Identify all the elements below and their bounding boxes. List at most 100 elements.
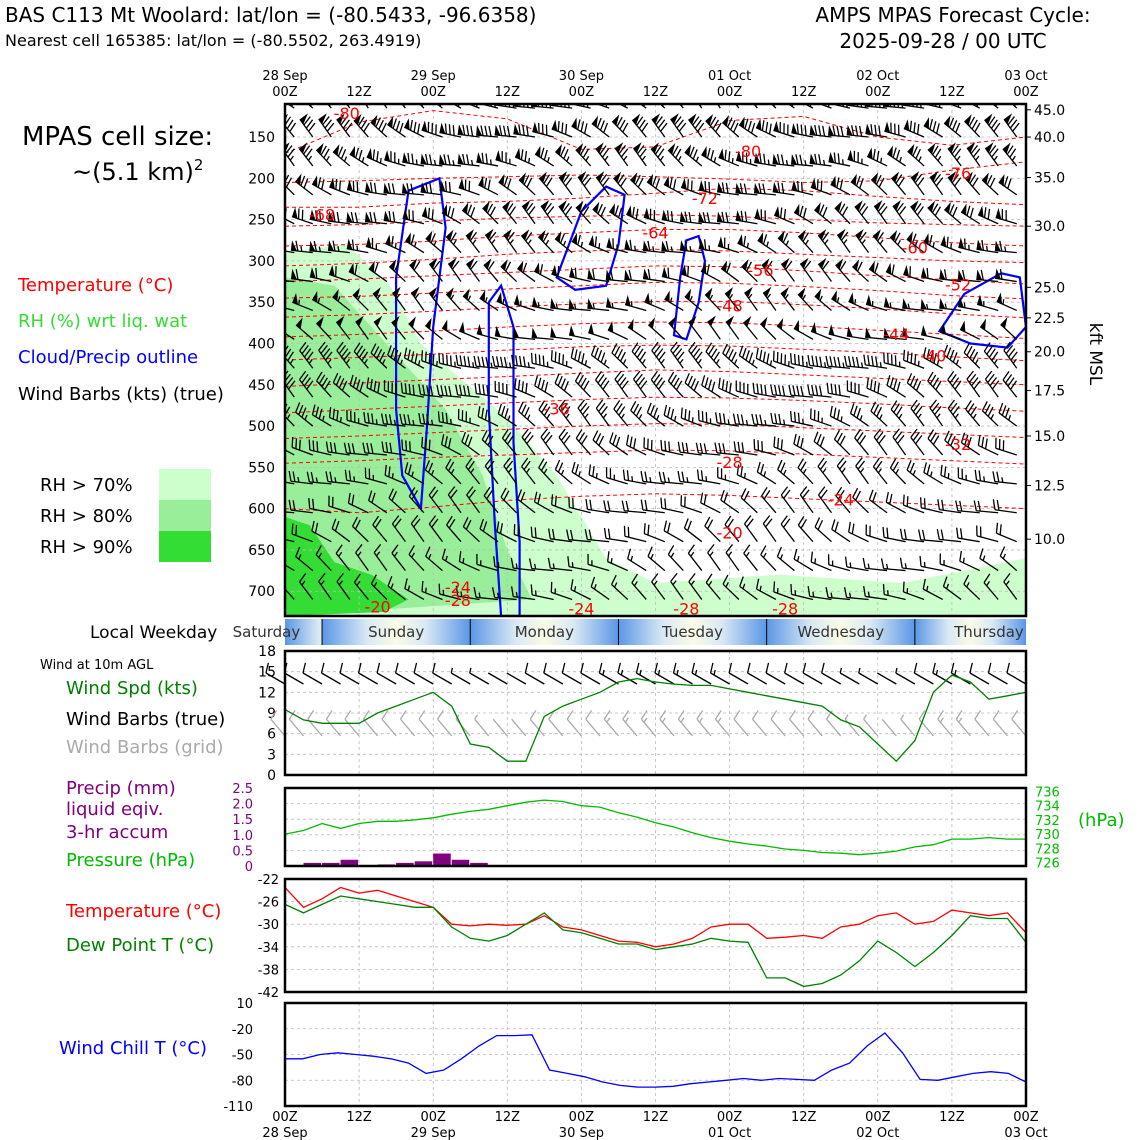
profile-wind-barb [835,258,851,282]
profile-wind-barb-feather [335,544,343,554]
profile-wind-barb-flag [513,327,520,338]
profile-wind-barb-feather [936,123,940,134]
profile-wind-barb-staff [285,588,295,600]
profile-wind-barb-staff [799,494,814,514]
profile-wind-barb-staff [285,481,295,485]
profile-wind-barb-feather [522,262,528,273]
profile-wind-barb-flag [721,260,728,273]
profile-wind-barb-feather [963,343,970,353]
profile-wind-barb-feather [615,403,623,413]
profile-wind-barb-feather [338,345,347,355]
profile-wind-barb-half-feather [472,239,477,245]
profile-wind-barb-feather [285,377,294,387]
profile-wind-barb [550,350,573,369]
profile-wind-barb [336,113,353,138]
pressure-precip-frame [283,786,1028,868]
profile-wind-barb-flag [421,120,428,132]
profile-wind-barb [995,207,1017,225]
profile-wind-barb [920,324,943,340]
profile-wind-barb-half-feather [391,473,394,479]
profile-wind-barb-staff [741,265,758,283]
profile-wind-barb-staff [661,275,684,283]
profile-wind-barb [537,229,555,254]
profile-wind-barb-flag [353,113,362,125]
profile-wind-barb-half-feather [546,413,551,419]
profile-wind-barb [776,317,795,340]
pressure-tick-label: 726 [1035,856,1060,871]
profile-wind-barb-half-feather [830,592,833,598]
profile-wind-barb [847,149,869,167]
profile-wind-barb-feather [634,174,641,185]
profile-wind-barb-feather [893,379,898,390]
profile-wind-barb-half-feather [822,468,827,474]
kft-tick-label: 20.0 [1034,345,1065,361]
profile-wind-barb-half-feather [751,359,755,366]
profile-wind-barb-feather [367,412,370,424]
profile-wind-barb-half-feather [356,245,359,251]
profile-wind-barb [440,434,462,456]
profile-wind-barb-feather [993,122,1001,132]
temp-tick-label: -22 [258,873,279,888]
profile-wind-barb-feather [336,410,339,421]
profile-wind-barb-flag [850,173,857,186]
profile-wind-barb-feather [281,207,283,217]
profile-wind-barb-feather [878,434,886,445]
profile-wind-barb-half-feather [849,562,852,568]
profile-wind-barb-half-feather [677,156,682,162]
profile-wind-barb-flag [409,258,418,270]
profile-wind-barb-flag [513,123,520,135]
surface-barb-grid-staff [362,718,379,737]
profile-wind-barb-feather [952,352,958,363]
profile-wind-barb [848,521,869,543]
profile-wind-barb-feather [765,518,773,528]
profile-wind-barb [814,288,832,311]
profile-wind-barb-feather [651,341,659,351]
profile-wind-barb-feather [285,373,291,383]
profile-wind-barb [332,289,351,311]
profile-wind-barb [299,341,314,369]
profile-wind-barb [883,327,906,341]
profile-wind-barb [939,553,962,572]
profile-wind-barb-feather [308,94,312,103]
profile-wind-barb-feather [507,231,515,241]
profile-wind-barb [455,384,480,398]
profile-wind-barb-feather [478,383,481,395]
profile-wind-barb-feather [943,269,947,280]
surface-barb-true [524,662,545,685]
profile-wind-barb [828,151,851,167]
profile-wind-barb-feather [663,520,668,531]
profile-wind-barb-feather [404,383,407,394]
profile-wind-barb-feather [303,377,311,387]
profile-wind-barb [349,374,369,398]
surface-barb-true-feather [413,662,418,674]
profile-wind-barb-feather [599,174,608,184]
profile-wind-barb-half-feather [743,472,746,479]
profile-wind-barb-feather [959,550,963,562]
profile-wind-barb-staff [661,507,684,514]
profile-wind-barb-half-feather [545,239,550,246]
profile-wind-barb-feather [653,345,661,355]
profile-wind-barb [533,262,554,283]
profile-wind-barb-feather [940,464,943,476]
profile-wind-barb-feather [373,182,377,194]
profile-wind-barb-feather [818,154,822,165]
profile-wind-barb-flag [903,264,909,277]
profile-wind-barb-flag [828,151,835,163]
profile-wind-barb-feather [380,91,386,99]
profile-wind-barb-feather [825,587,829,598]
profile-wind-barb-half-feather [946,583,950,590]
profile-wind-barb-feather [372,515,380,526]
profile-wind-barb-flag [960,320,966,333]
surface-barb-grid [288,710,305,737]
surface-barb-grid-feather [307,710,315,720]
weekday-name: Monday [515,623,574,641]
surface-barb-grid [881,718,897,737]
profile-wind-barb-feather [637,92,640,102]
profile-wind-barb-feather [319,210,322,222]
profile-wind-barb-flag [532,296,538,308]
profile-wind-barb-feather [910,352,913,364]
profile-wind-barb-feather [602,177,610,187]
profile-wind-barb [614,370,629,398]
profile-wind-barb-half-feather [824,362,827,368]
profile-wind-barb-half-feather [537,302,540,308]
